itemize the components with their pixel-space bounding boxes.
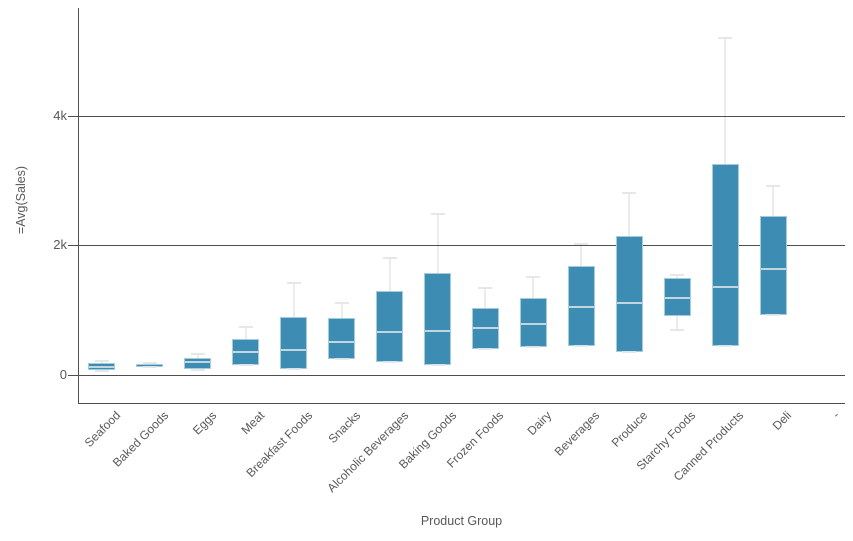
whisker-cap-high xyxy=(622,191,637,194)
box-Seafood[interactable] xyxy=(88,363,116,371)
whisker-cap-high xyxy=(334,301,349,304)
whisker-cap-low xyxy=(334,358,349,361)
box-Dairy[interactable] xyxy=(519,297,547,348)
whisker-cap-low xyxy=(718,345,733,348)
whisker-cap-low xyxy=(430,364,445,367)
box-Alcoholic Beverages[interactable] xyxy=(376,290,404,363)
median-line xyxy=(760,267,786,270)
gridline-0 xyxy=(68,375,845,376)
median-line xyxy=(520,322,546,325)
box-Frozen Foods[interactable] xyxy=(471,307,499,350)
whisker-cap-low xyxy=(382,361,397,364)
y-axis-title: =Avg(Sales) xyxy=(14,165,28,235)
box-Baked Goods[interactable] xyxy=(136,363,164,367)
box-Starchy Foods[interactable] xyxy=(663,277,691,317)
median-line xyxy=(329,340,355,343)
whisker-cap-high xyxy=(382,256,397,259)
median-line xyxy=(377,330,403,333)
whisker-cap-high xyxy=(670,273,685,276)
median-line xyxy=(281,349,307,352)
box-Canned Products[interactable] xyxy=(711,164,739,346)
whisker-cap-high xyxy=(238,325,253,328)
whisker-cap-low xyxy=(190,369,205,372)
whisker-cap-high xyxy=(718,37,733,40)
box-Breakfast Foods[interactable] xyxy=(280,317,308,369)
y-tick-label-2k: 2k xyxy=(53,237,67,252)
x-axis-line xyxy=(78,403,845,404)
gridline-2k xyxy=(68,245,845,246)
median-line xyxy=(616,301,642,304)
whisker-cap-high xyxy=(478,286,493,289)
median-line xyxy=(185,361,211,364)
gridline-4k xyxy=(68,116,845,117)
x-axis-title: Product Group xyxy=(420,514,503,528)
whisker-cap-low xyxy=(670,328,685,331)
whisker-cap-high xyxy=(286,281,301,284)
box-Meat[interactable] xyxy=(232,339,260,365)
whisker-cap-high xyxy=(526,275,541,278)
y-tick-label-0: 0 xyxy=(59,367,67,382)
median-line xyxy=(425,329,451,332)
median-line xyxy=(664,296,690,299)
whisker-cap-low xyxy=(478,348,493,351)
y-axis-line xyxy=(78,8,79,403)
whisker-cap-high xyxy=(766,184,781,187)
whisker-cap-low xyxy=(94,370,109,373)
median-line xyxy=(233,351,259,354)
median-line xyxy=(472,327,498,330)
whisker-cap-high xyxy=(94,360,109,363)
box-Baking Goods[interactable] xyxy=(424,272,452,365)
whisker-cap-low xyxy=(238,364,253,367)
whisker-cap-low xyxy=(526,346,541,349)
box-Deli[interactable] xyxy=(759,215,787,315)
whisker-cap-low xyxy=(142,366,157,369)
whisker-cap-high xyxy=(574,243,589,246)
y-tick-label-4k: 4k xyxy=(53,108,67,123)
whisker-cap-low xyxy=(766,314,781,317)
whisker-cap-low xyxy=(286,368,301,371)
whisker-cap-low xyxy=(622,351,637,354)
whisker-cap-low xyxy=(574,345,589,348)
whisker-cap-high xyxy=(190,352,205,355)
whisker-cap-high xyxy=(430,212,445,215)
box-Snacks[interactable] xyxy=(328,317,356,359)
box-Eggs[interactable] xyxy=(184,357,212,370)
box-Beverages[interactable] xyxy=(567,265,595,346)
median-line xyxy=(568,306,594,308)
box-Produce[interactable] xyxy=(615,235,643,352)
whisker-cap-high xyxy=(142,362,157,365)
median-line xyxy=(89,365,115,368)
median-line xyxy=(712,285,738,288)
